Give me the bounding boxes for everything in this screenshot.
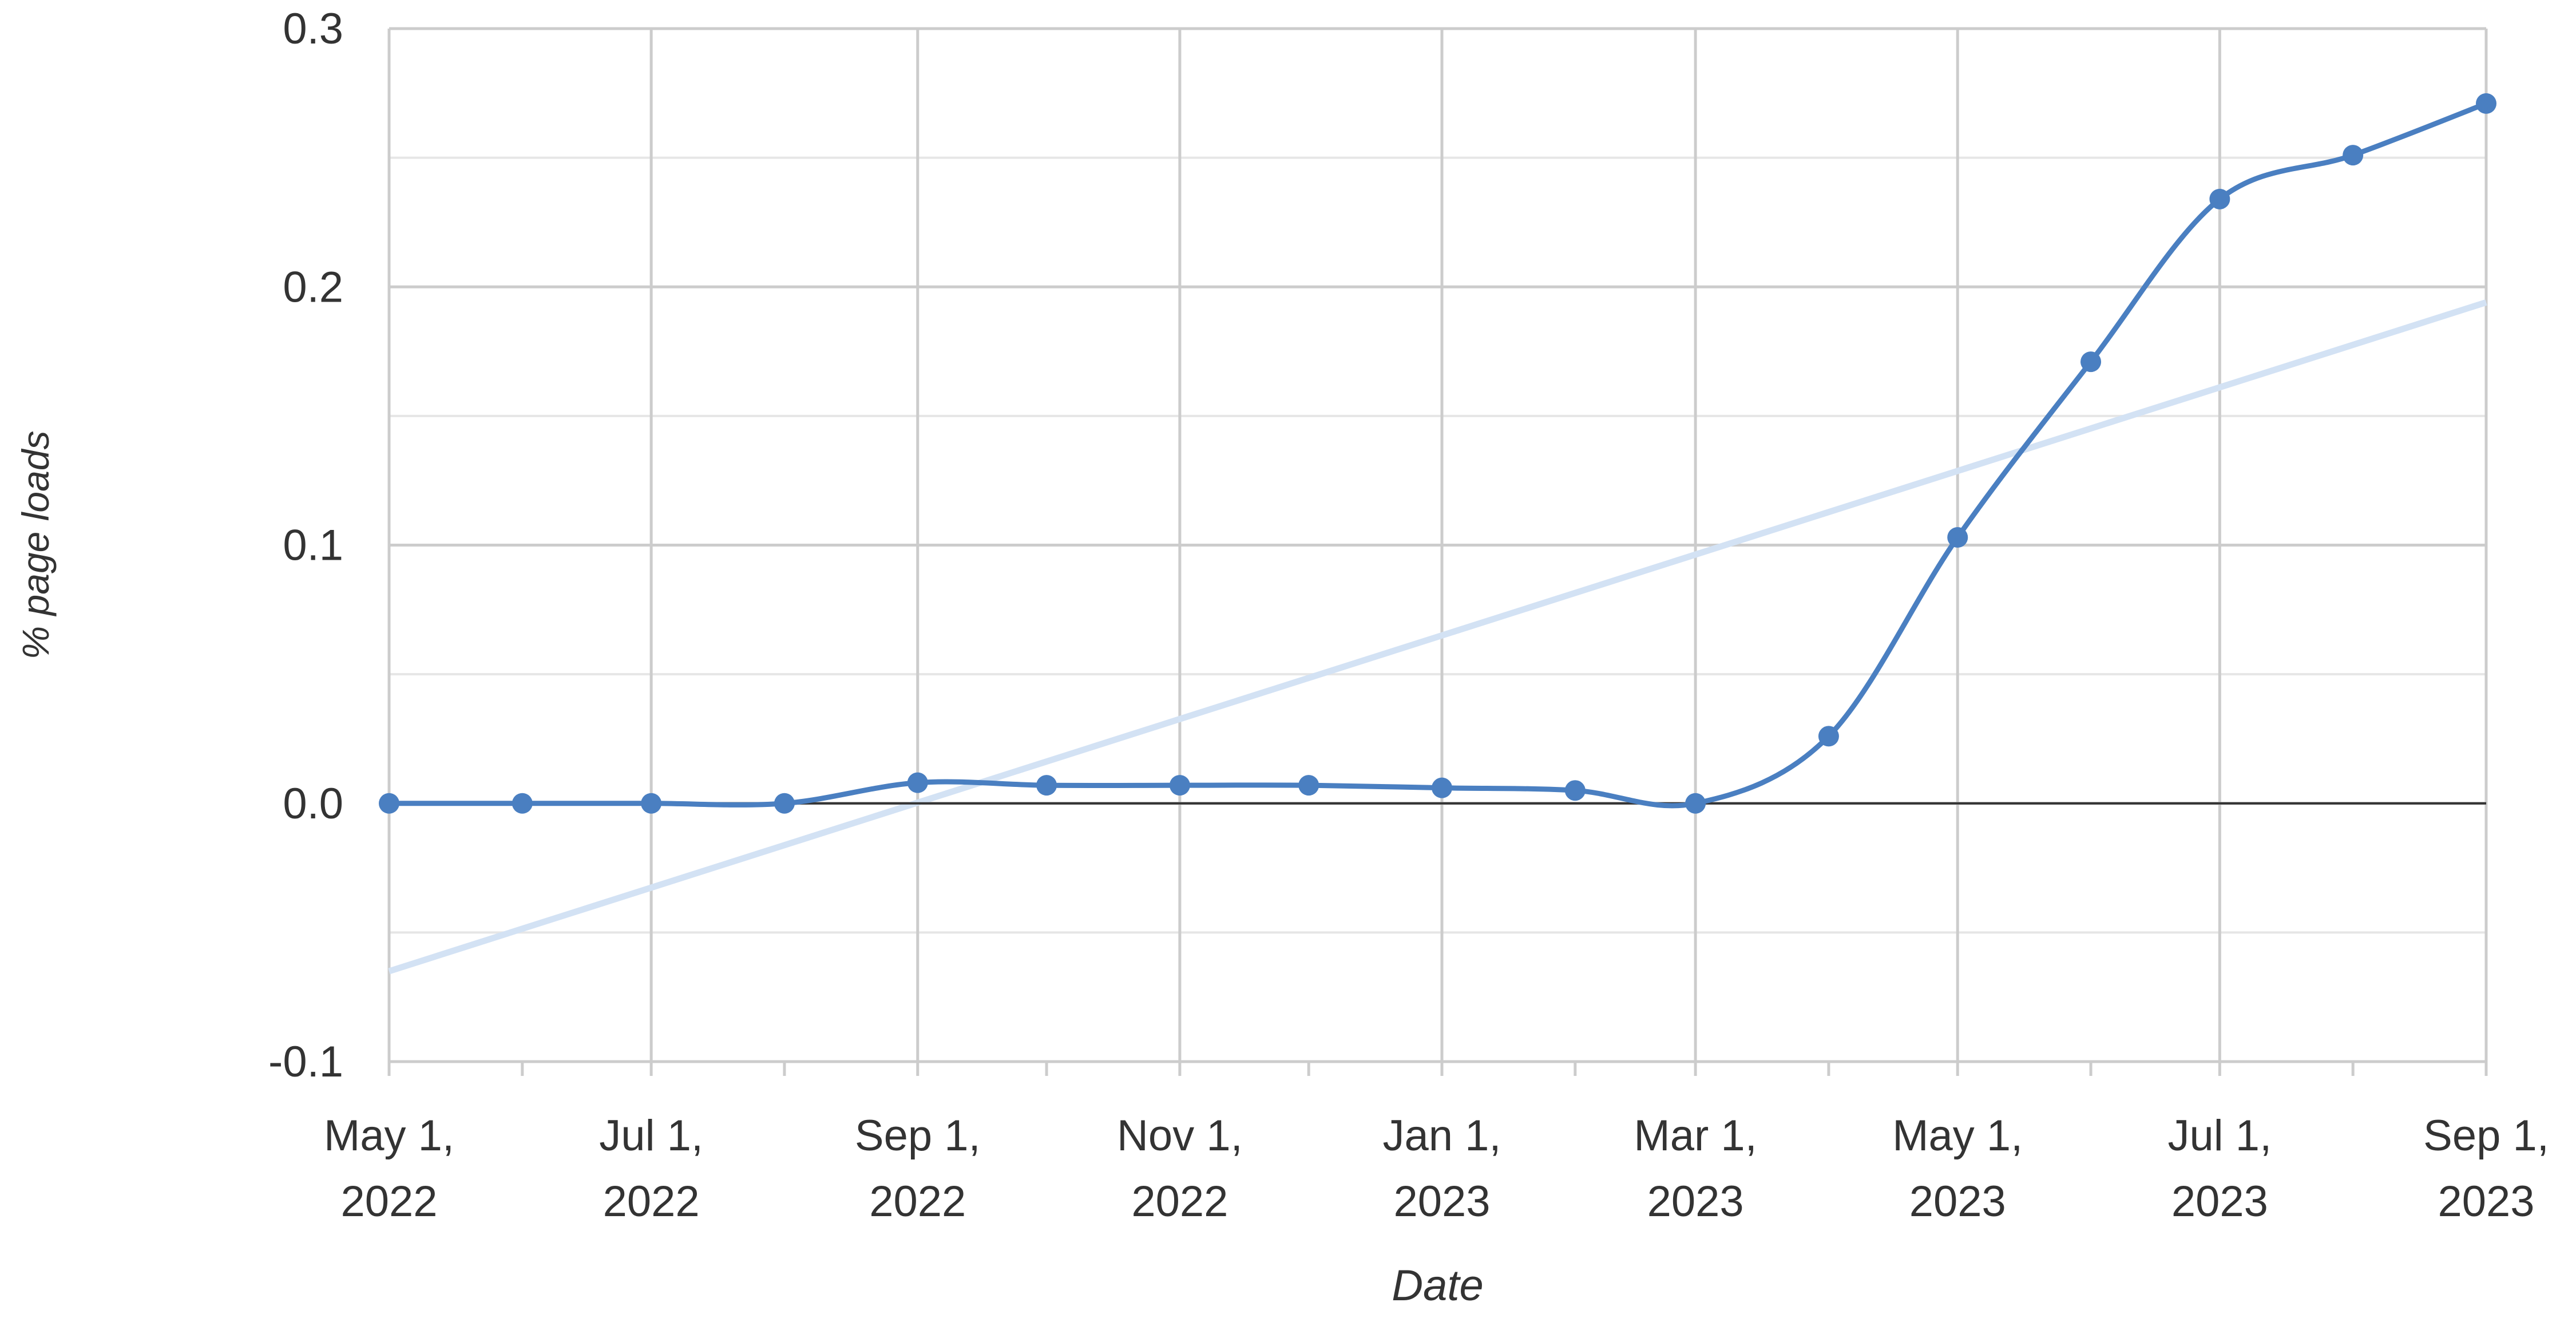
data-point (1432, 777, 1453, 798)
data-point (1564, 780, 1586, 801)
y-tick-label: 0.3 (283, 5, 343, 53)
x-tick-label-year: 2023 (2438, 1177, 2534, 1226)
x-tick-label-year: 2023 (2171, 1177, 2268, 1226)
y-tick-label: 0.0 (283, 779, 343, 828)
data-point (1298, 775, 1319, 796)
x-tick-label-year: 2022 (1131, 1177, 1228, 1226)
labels: % page loads Date 0.3 0.2 0.1 0.0 -0.1 May 1,… (14, 5, 2549, 1310)
x-tick-label-year: 2022 (869, 1177, 966, 1226)
x-tick-label: Jul 1, (2168, 1111, 2272, 1160)
y-tick-label: 0.1 (283, 521, 343, 570)
axes (387, 802, 2488, 1076)
data-point (2080, 351, 2102, 373)
data-point (1818, 726, 1839, 747)
series-line-0 (386, 101, 2489, 809)
x-tick-label: Sep 1, (855, 1111, 981, 1160)
y-tick-label: 0.2 (283, 263, 343, 311)
data-point (907, 772, 928, 793)
x-tick-label-year: 2022 (340, 1177, 437, 1226)
series-layer (379, 93, 2496, 814)
data-point (641, 793, 662, 814)
trendline-layer (388, 299, 2487, 975)
x-tick-label: Mar 1, (1634, 1111, 1757, 1160)
x-tick-label-year: 2022 (603, 1177, 700, 1226)
data-point (1685, 793, 1706, 814)
x-tick-label-year: 2023 (1909, 1177, 2006, 1226)
x-axis-title: Date (1392, 1261, 1484, 1310)
data-point (2209, 188, 2230, 209)
data-point (1036, 775, 1057, 796)
data-point (1169, 775, 1190, 796)
data-point (512, 793, 533, 814)
data-point (2343, 145, 2364, 166)
data-point (774, 793, 795, 814)
x-tick-label: Jul 1, (599, 1111, 703, 1160)
data-point (2476, 93, 2496, 114)
x-tick-label-year: 2023 (1647, 1177, 1744, 1226)
x-tick-label-year: 2023 (1393, 1177, 1490, 1226)
data-point (379, 793, 399, 814)
x-tick-label: May 1, (1892, 1111, 2023, 1160)
x-tick-label: Nov 1, (1117, 1111, 1243, 1160)
x-tick-label: Jan 1, (1382, 1111, 1501, 1160)
trendline (388, 299, 2487, 975)
x-tick-label: May 1, (324, 1111, 454, 1160)
data-point (1947, 527, 1968, 548)
y-axis-title: % page loads (14, 431, 57, 660)
y-tick-label: -0.1 (268, 1038, 343, 1086)
x-tick-label: Sep 1, (2423, 1111, 2549, 1160)
grid (387, 27, 2488, 1063)
